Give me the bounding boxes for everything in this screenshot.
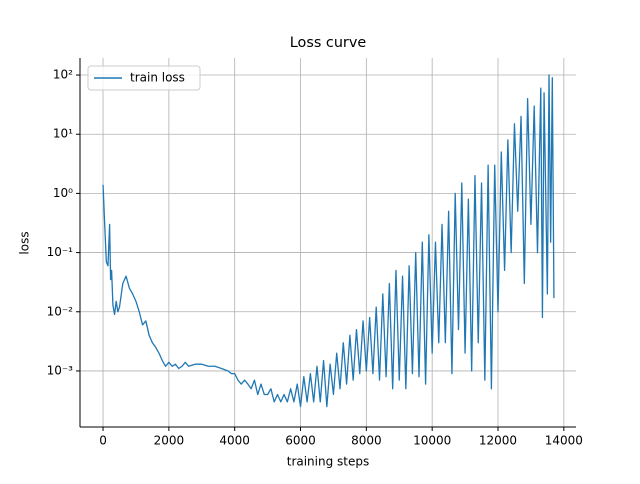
chart-title: Loss curve <box>290 35 367 51</box>
x-axis-label: training steps <box>287 455 370 469</box>
x-tick-label: 12000 <box>479 434 517 448</box>
x-tick-label: 14000 <box>545 434 583 448</box>
legend-box <box>87 65 201 91</box>
x-tick-label: 2000 <box>154 434 185 448</box>
x-tick-label: 6000 <box>285 434 316 448</box>
x-tick-label: 8000 <box>351 434 382 448</box>
x-tick-label: 4000 <box>219 434 250 448</box>
y-axis-label: loss <box>18 231 32 254</box>
x-tick-label: 0 <box>99 434 107 448</box>
y-tick-label: 10¹ <box>53 127 73 141</box>
y-tick-label: 10⁻¹ <box>47 245 74 259</box>
data-line <box>102 74 555 408</box>
y-tick-label: 10² <box>53 68 73 82</box>
y-tick-label: 10⁻³ <box>47 363 74 377</box>
x-tick-label: 10000 <box>413 434 451 448</box>
legend-label: train loss <box>130 71 185 85</box>
y-tick-label: 10⁰ <box>53 186 73 200</box>
y-tick-label: 10⁻² <box>47 304 74 318</box>
